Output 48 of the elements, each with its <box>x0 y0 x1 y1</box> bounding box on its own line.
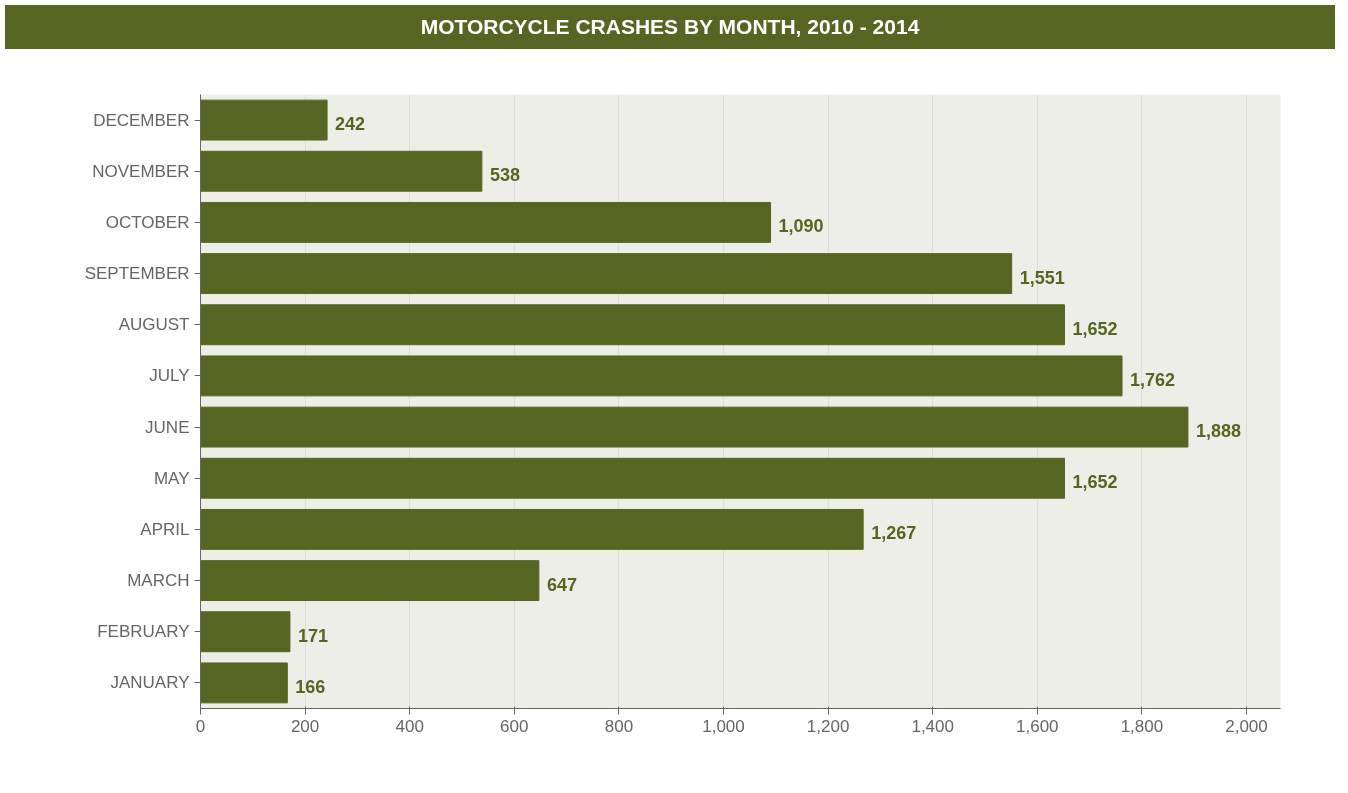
chart-title: MOTORCYCLE CRASHES BY MONTH, 2010 - 2014 <box>420 14 920 40</box>
x-tick-label: 1,600 <box>1016 716 1059 736</box>
data-label: 1,551 <box>1019 267 1065 288</box>
x-tick-label: 0 <box>195 716 206 736</box>
bar <box>200 560 540 602</box>
bar <box>200 611 291 653</box>
bar <box>200 304 1065 346</box>
y-tick-label: JUNE <box>145 417 190 437</box>
y-tick-label: SEPTEMBER <box>84 264 190 284</box>
data-label: 1,652 <box>1072 318 1118 339</box>
data-label: 1,762 <box>1130 369 1176 390</box>
bar <box>200 150 483 192</box>
y-tick-label: MARCH <box>127 571 190 591</box>
x-tick-label: 1,800 <box>1120 716 1164 736</box>
x-tick-label: 1,400 <box>911 716 954 736</box>
y-tick-label: NOVEMBER <box>92 161 190 181</box>
y-tick-label: FEBRUARY <box>97 622 190 642</box>
data-label: 1,267 <box>871 523 917 544</box>
data-label: 242 <box>335 114 366 135</box>
bar <box>200 201 772 243</box>
x-tick-label: 1,200 <box>806 716 850 736</box>
x-tick-label: 600 <box>500 716 529 736</box>
y-tick-label: JULY <box>149 366 190 386</box>
data-label: 171 <box>297 625 328 646</box>
y-tick-label: MAY <box>153 468 190 488</box>
y-tick-label: JANUARY <box>110 673 190 693</box>
bar <box>200 355 1123 397</box>
x-tick-label: 400 <box>395 716 424 736</box>
x-tick-label: 1,000 <box>702 716 745 736</box>
data-label: 166 <box>295 676 326 697</box>
y-tick-label: DECEMBER <box>93 110 190 130</box>
data-label: 1,888 <box>1195 421 1241 442</box>
y-tick-label: OCTOBER <box>105 212 190 232</box>
bar <box>200 406 1189 448</box>
data-label: 1,090 <box>778 216 824 237</box>
x-tick-label: 200 <box>290 716 320 736</box>
bar <box>200 253 1013 295</box>
y-tick-label: APRIL <box>140 519 190 539</box>
bar <box>200 457 1065 499</box>
bar <box>200 662 288 704</box>
x-tick-label: 800 <box>604 716 634 736</box>
data-label: 538 <box>489 165 520 186</box>
data-label: 1,652 <box>1072 472 1118 493</box>
bar <box>200 99 328 141</box>
bar <box>200 508 864 550</box>
y-tick-label: AUGUST <box>118 315 190 335</box>
x-tick-label: 2,000 <box>1225 716 1268 736</box>
data-label: 647 <box>546 574 577 595</box>
